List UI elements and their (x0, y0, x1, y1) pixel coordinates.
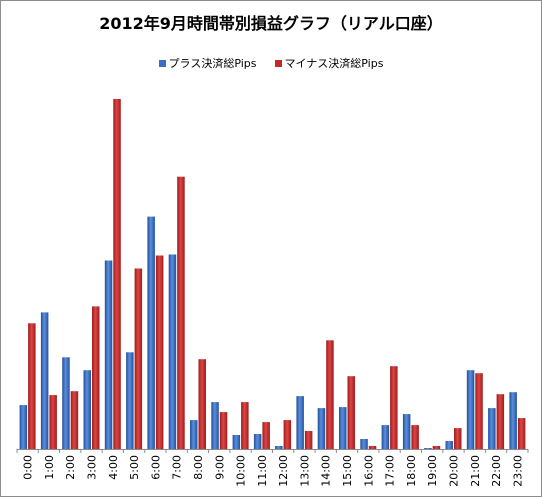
bar-minus-11 (262, 422, 270, 449)
bar-plus-3 (83, 370, 91, 449)
bar-plus-7 (168, 254, 177, 449)
tick-label-5: 5:00 (128, 455, 141, 480)
tick-label-3: 3:00 (86, 455, 99, 480)
bar-plus-15 (339, 407, 347, 449)
tick-label-11: 11:00 (256, 455, 269, 487)
legend-item-plus: プラス決済総Pips (158, 55, 257, 71)
chart-title: 2012年9月時間帯別損益グラフ（リアル口座） (99, 14, 443, 33)
tick-label-8: 8:00 (192, 455, 205, 480)
tick-label-18: 18:00 (405, 455, 418, 487)
legend-item-minus: マイナス決済総Pips (274, 55, 384, 71)
legend: プラス決済総Pips マイナス決済総Pips (1, 55, 541, 71)
bar-minus-15 (347, 376, 355, 449)
bar-minus-12 (283, 420, 292, 449)
tick-label-4: 4:00 (107, 455, 120, 480)
bar-minus-22 (496, 394, 505, 449)
bar-minus-21 (475, 373, 483, 449)
tick-label-6: 6:00 (149, 455, 162, 480)
tick-label-0: 0:00 (22, 455, 35, 480)
bar-plus-23 (509, 392, 517, 449)
bar-minus-2 (70, 391, 79, 449)
bar-minus-5 (134, 268, 143, 449)
bar-minus-13 (304, 431, 313, 449)
bar-plus-9 (211, 402, 219, 449)
tick-label-21: 21:00 (469, 455, 482, 487)
bar-plus-14 (317, 408, 326, 449)
bar-plus-5 (126, 352, 134, 449)
legend-swatch-minus (274, 59, 282, 67)
bar-plus-19 (424, 448, 432, 449)
bar-plus-4 (104, 260, 113, 449)
bar-minus-23 (517, 418, 526, 449)
bar-minus-14 (326, 340, 334, 449)
bar-plus-10 (232, 435, 241, 449)
bar-minus-9 (219, 412, 228, 449)
tick-label-17: 17:00 (384, 455, 397, 487)
bar-plus-20 (445, 441, 453, 449)
tick-label-19: 19:00 (426, 455, 439, 487)
bar-plus-13 (296, 396, 304, 449)
bar-plus-21 (466, 370, 475, 449)
bar-minus-8 (198, 359, 206, 449)
legend-label-minus: マイナス決済総Pips (284, 57, 384, 70)
tick-label-10: 10:00 (235, 455, 248, 487)
bar-minus-7 (177, 176, 185, 449)
tick-label-20: 20:00 (448, 455, 461, 487)
bar-plus-12 (275, 446, 283, 449)
legend-swatch-plus (158, 59, 166, 67)
bar-minus-4 (113, 99, 121, 449)
bar-minus-16 (368, 446, 377, 449)
tick-label-1: 1:00 (43, 455, 56, 480)
bar-minus-0 (28, 323, 36, 449)
bar-plus-8 (190, 420, 198, 449)
tick-label-16: 16:00 (362, 455, 375, 487)
tick-label-12: 12:00 (277, 455, 290, 487)
tick-label-15: 15:00 (341, 455, 354, 487)
bar-minus-17 (390, 366, 398, 449)
bar-plus-0 (19, 405, 28, 449)
bar-plus-11 (253, 434, 262, 449)
bar-minus-10 (241, 402, 249, 449)
bar-minus-18 (411, 425, 419, 449)
bar-plus-1 (40, 312, 49, 449)
tick-label-9: 9:00 (213, 455, 226, 480)
bar-plus-22 (488, 408, 496, 449)
bar-plus-2 (62, 357, 70, 449)
bar-plus-16 (360, 439, 368, 449)
bar-minus-3 (92, 306, 100, 449)
tick-label-14: 14:00 (320, 455, 333, 487)
tick-label-23: 23:00 (511, 455, 524, 487)
bar-plus-17 (381, 425, 390, 449)
bar-minus-20 (454, 428, 462, 449)
tick-label-22: 22:00 (490, 455, 503, 487)
tick-label-7: 7:00 (171, 455, 184, 480)
bar-plus-18 (402, 414, 411, 449)
bar-minus-6 (155, 255, 164, 449)
tick-label-13: 13:00 (298, 455, 311, 487)
legend-label-plus: プラス決済総Pips (168, 57, 257, 70)
bar-minus-1 (49, 395, 57, 449)
bar-plus-6 (147, 216, 155, 449)
tick-label-2: 2:00 (64, 455, 77, 480)
bar-minus-19 (432, 446, 441, 449)
